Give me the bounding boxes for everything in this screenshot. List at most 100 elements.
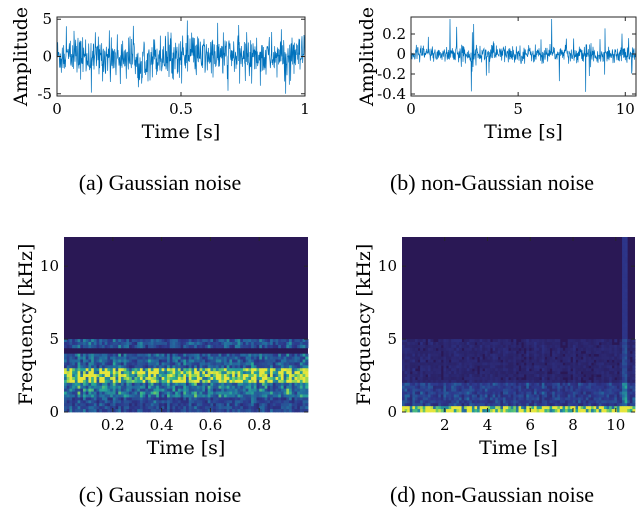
spectrogram-cell — [221, 365, 225, 369]
spectrogram-cell — [302, 356, 306, 360]
spectrogram-cell — [407, 342, 411, 346]
spectrogram-cell — [477, 339, 481, 343]
spectrogram-cell — [420, 391, 424, 395]
spectrogram-cell — [534, 368, 538, 372]
spectrogram-cell — [603, 379, 607, 384]
spectrogram-cell — [267, 400, 271, 404]
spectrogram-cell — [289, 409, 293, 413]
spectrogram-cell — [72, 377, 76, 381]
spectrogram-cell — [82, 403, 87, 407]
spectrogram-cell — [559, 379, 563, 384]
spectrogram-cell — [156, 374, 160, 378]
spectrogram-cell — [91, 394, 95, 398]
spectrogram-cell — [248, 368, 252, 372]
spectrogram-cell — [107, 356, 111, 360]
spectrogram-cell — [502, 382, 506, 387]
spectrogram-cell — [161, 353, 165, 357]
spectrogram-cell — [267, 356, 271, 360]
spectrogram-cell — [280, 368, 284, 372]
spectrogram-cell — [139, 403, 144, 407]
spectrogram-cell — [110, 374, 114, 378]
spectrogram-cell — [278, 385, 282, 390]
spectrogram-cell — [270, 342, 274, 346]
spectrogram-cell — [492, 385, 496, 390]
spectrogram-cell — [223, 385, 228, 390]
spectrogram-cell — [606, 342, 610, 346]
spectrogram-cell — [278, 409, 282, 413]
spectrogram-cell — [210, 409, 214, 413]
spectrogram-cell — [585, 377, 589, 381]
spectrogram-cell — [505, 388, 509, 392]
spectrogram-cell — [565, 391, 569, 395]
spectrogram-cell — [583, 359, 587, 363]
spectrogram-cell — [161, 397, 165, 401]
spectrogram-cell — [291, 397, 295, 401]
spectrogram-cell — [624, 409, 628, 413]
spectrogram-cell — [150, 356, 154, 360]
spectrogram-cell — [256, 368, 260, 372]
spectrogram-cell — [80, 368, 84, 372]
spectrogram-cell — [539, 342, 543, 346]
spectrogram-cell — [101, 359, 106, 363]
spectrogram-cell — [528, 400, 532, 404]
spectrogram-cell — [590, 397, 594, 401]
spectrogram-cell — [572, 374, 576, 378]
spectrogram-cell — [107, 394, 111, 398]
spectrogram-cell — [552, 353, 556, 357]
spectrogram-cell — [474, 377, 478, 381]
spectrogram-cell — [112, 339, 116, 343]
spectrogram-cell — [110, 397, 114, 401]
spectrogram-cell — [82, 365, 87, 369]
spectrogram-cell — [82, 400, 87, 404]
spectrogram-cell — [145, 382, 149, 387]
spectrogram-cell — [622, 409, 626, 413]
spectrogram-cell — [616, 397, 620, 401]
spectrogram-cell — [616, 374, 620, 378]
spectrogram-cell — [261, 391, 266, 395]
spectrogram-cell — [464, 394, 468, 398]
spectrogram-cell — [438, 409, 442, 413]
spectrogram-cell — [234, 339, 238, 343]
spectrogram-cell — [474, 379, 478, 384]
spectrogram-cell — [248, 344, 252, 349]
spectrogram-cell — [497, 368, 501, 372]
spectrogram-cell — [536, 403, 540, 407]
spectrogram-cell — [270, 394, 274, 398]
spectrogram-cell — [150, 362, 154, 366]
spectrogram-cell — [521, 403, 525, 407]
spectrogram-cell — [229, 406, 233, 410]
spectrogram-cell — [120, 344, 125, 349]
spectrogram-cell — [614, 356, 618, 360]
spectrogram-cell — [218, 359, 222, 363]
spectrogram-cell — [286, 391, 290, 395]
spectrogram-cell — [270, 379, 274, 384]
spectrogram-cell — [619, 342, 623, 346]
spectrogram-cell — [210, 379, 214, 384]
spectrogram-cell — [518, 382, 522, 387]
spectrogram-cell — [601, 368, 605, 372]
spectrogram-cell — [175, 388, 179, 392]
spectrogram-cell — [627, 371, 631, 375]
spectrogram-cell — [110, 371, 114, 375]
spectrogram-cell — [402, 379, 405, 384]
spectrogram-cell — [404, 362, 408, 366]
spectrogram-cell — [526, 397, 530, 401]
spectrogram-cell — [593, 382, 597, 387]
spectrogram-cell — [164, 385, 168, 390]
spectrogram-cell — [242, 385, 247, 390]
spectrogram-cell — [158, 403, 162, 407]
spectrogram-cell — [464, 359, 468, 363]
spectrogram-cell — [632, 406, 636, 410]
spectrogram-cell — [270, 382, 274, 387]
spectrogram-cell — [536, 382, 540, 387]
spectrogram-cell — [402, 371, 405, 375]
spectrogram-cell — [534, 342, 538, 346]
spectrogram-cell — [64, 377, 68, 381]
spectrogram-cell — [534, 382, 538, 387]
spectrogram-cell — [469, 388, 473, 392]
spectrogram-cell — [74, 356, 78, 360]
spectrogram-cell — [513, 382, 517, 387]
spectrogram-cell — [510, 391, 514, 395]
spectrogram-cell — [278, 344, 282, 349]
spectrogram-cell — [196, 374, 200, 378]
